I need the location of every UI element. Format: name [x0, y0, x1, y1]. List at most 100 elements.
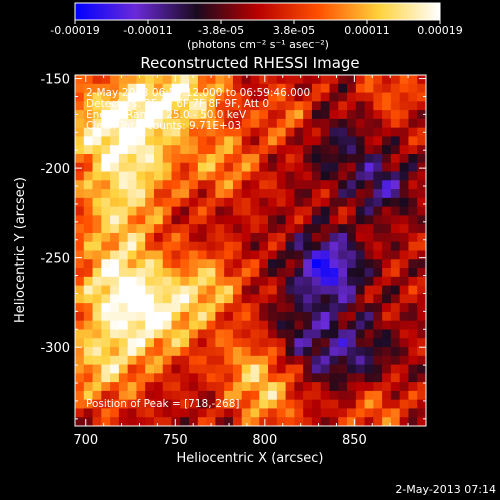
heatmap-cell	[101, 338, 111, 348]
heatmap-cell	[285, 92, 295, 102]
heatmap-cell	[241, 110, 252, 120]
heatmap-cell	[189, 180, 199, 190]
heatmap-cell	[110, 224, 120, 234]
heatmap-cell	[355, 206, 366, 217]
heatmap-cell	[153, 127, 164, 138]
heatmap-cell	[259, 320, 269, 331]
heatmap-cell	[171, 347, 181, 357]
heatmap-cell	[268, 399, 278, 410]
heatmap-cell	[338, 285, 348, 295]
heatmap-cell	[399, 101, 410, 111]
heatmap-cell	[83, 232, 94, 243]
heatmap-cell	[390, 118, 401, 129]
heatmap-cell	[250, 189, 260, 199]
heatmap-cell	[390, 285, 401, 295]
heatmap-cell	[171, 224, 181, 234]
heatmap-cell	[259, 136, 269, 146]
heatmap-cell	[399, 75, 410, 85]
heatmap-cell	[390, 268, 401, 278]
heatmap-cell	[189, 329, 199, 339]
heatmap-cell	[364, 294, 374, 304]
heatmap-cell	[189, 189, 199, 199]
heatmap-cell	[364, 408, 374, 418]
heatmap-cell	[206, 118, 217, 129]
heatmap-cell	[189, 347, 199, 357]
heatmap-cell	[408, 259, 418, 269]
heatmap-cell	[355, 197, 366, 208]
heatmap-cell	[268, 329, 278, 339]
heatmap-cell	[329, 215, 339, 225]
heatmap-cell	[101, 189, 111, 199]
heatmap-cell	[364, 320, 374, 331]
heatmap-cell	[83, 153, 94, 164]
heatmap-cell	[320, 197, 331, 208]
heatmap-cell	[83, 250, 94, 260]
heatmap-cell	[382, 215, 392, 225]
heatmap-cell	[311, 75, 322, 85]
heatmap-cell	[162, 259, 173, 269]
heatmap-cell	[355, 153, 366, 164]
heatmap-cell	[224, 373, 234, 383]
heatmap-cell	[338, 171, 348, 181]
heatmap-cell	[171, 75, 181, 85]
heatmap-cell	[224, 92, 234, 102]
heatmap-cell	[250, 136, 260, 146]
heatmap-cell	[347, 241, 357, 252]
heatmap-cell	[136, 206, 146, 217]
heatmap-cell	[355, 294, 366, 304]
heatmap-cell	[153, 259, 164, 269]
heatmap-cell	[118, 259, 129, 269]
heatmap-cell	[311, 136, 322, 146]
heatmap-cell	[153, 162, 164, 173]
heatmap-cell	[127, 232, 138, 243]
heatmap-cell	[180, 75, 190, 85]
heatmap-cell	[364, 250, 374, 260]
heatmap-cell	[118, 276, 129, 287]
heatmap-cell	[417, 382, 426, 392]
heatmap-cell	[127, 101, 138, 111]
heatmap-cell	[408, 153, 418, 164]
heatmap-cell	[197, 197, 208, 208]
heatmap-cell	[92, 399, 102, 410]
heatmap-cell	[232, 276, 243, 287]
annotation-time-range: 2-May-2013 06:54:12.000 to 06:59:46.000	[86, 87, 310, 99]
heatmap-cell	[215, 355, 225, 366]
heatmap-cell	[338, 206, 348, 217]
heatmap-cell	[153, 171, 164, 181]
heatmap-cell	[241, 320, 252, 331]
heatmap-cell	[417, 118, 426, 129]
heatmap-cell	[417, 276, 426, 287]
heatmap-cell	[145, 153, 155, 164]
heatmap-cell	[382, 311, 392, 322]
heatmap-cell	[162, 373, 173, 383]
heatmap-cell	[92, 285, 102, 295]
heatmap-cell	[206, 197, 217, 208]
heatmap-cell	[294, 162, 304, 173]
heatmap-cell	[303, 303, 313, 313]
heatmap-cell	[224, 268, 234, 278]
heatmap-cell	[110, 101, 120, 111]
heatmap-cell	[180, 390, 190, 401]
heatmap-cell	[408, 408, 418, 418]
heatmap-cell	[250, 259, 260, 269]
heatmap-cell	[136, 145, 146, 155]
heatmap-cell	[92, 110, 102, 120]
heatmap-cell	[92, 303, 102, 313]
heatmap-cell	[285, 347, 295, 357]
heatmap-cell	[347, 162, 357, 173]
heatmap-cell	[329, 259, 339, 269]
heatmap-cell	[206, 329, 217, 339]
heatmap-cell	[285, 390, 295, 401]
heatmap-cell	[162, 224, 173, 234]
heatmap-cell	[373, 329, 383, 339]
heatmap-cell	[75, 390, 85, 401]
heatmap-cell	[206, 285, 217, 295]
heatmap-cell	[153, 347, 164, 357]
heatmap-cell	[390, 303, 401, 313]
heatmap-cell	[127, 320, 138, 331]
heatmap-cell	[197, 145, 208, 155]
heatmap-cell	[241, 224, 252, 234]
heatmap-cell	[417, 399, 426, 410]
heatmap-cell	[101, 329, 111, 339]
heatmap-cell	[101, 171, 111, 181]
